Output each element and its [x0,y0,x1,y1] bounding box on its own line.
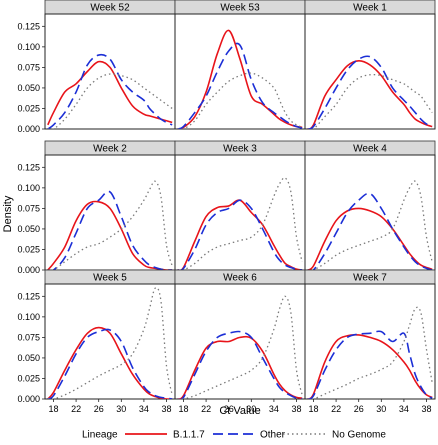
x-tick-label: 30 [116,404,126,414]
series-line-no-genome [177,177,303,270]
series-line-no-genome [177,72,303,129]
x-tick-label: 30 [376,404,386,414]
y-tick-label: 0.075 [17,332,40,342]
legend-title: Lineage [82,430,118,441]
y-tick-label: 0.025 [17,244,40,254]
x-tick-label: 34 [269,404,279,414]
series-line-b-1-1-7 [47,60,173,126]
x-tick-label: 38 [292,404,302,414]
legend-label: Other [260,430,286,441]
panel-frame [44,154,176,271]
panel-frame [44,283,176,400]
legend-label: B.1.1.7 [173,430,205,441]
y-tick-label: 0.000 [17,124,40,134]
y-tick-label: 0.000 [17,265,40,275]
x-tick-label: 18 [308,404,318,414]
series-line-other [47,328,173,399]
y-tick-label: 0.075 [17,203,40,213]
legend-label: No Genome [332,430,386,441]
series-line-no-genome [47,180,173,270]
y-tick-label: 0.125 [17,21,40,31]
series-line-b-1-1-7 [47,326,173,399]
y-tick-label: 0.125 [17,291,40,301]
panel-title: Week 2 [93,144,127,155]
panel-title: Week 1 [353,3,387,14]
panel-title: Week 52 [90,3,130,14]
panel-frame [304,13,436,130]
series-line-b-1-1-7 [177,335,303,399]
series-line-other [177,199,303,270]
series-line-no-genome [307,180,433,270]
panel-title: Week 6 [223,273,257,284]
panel-frame [304,283,436,400]
x-tick-label: 34 [139,404,149,414]
y-tick-label: 0.050 [17,83,40,93]
series-line-other [307,192,433,270]
series-line-no-genome [47,286,173,399]
panel-frame [174,154,306,271]
x-tick-label: 18 [178,404,188,414]
x-tick-label: 22 [71,404,81,414]
y-tick-label: 0.075 [17,62,40,72]
series-line-no-genome [307,306,433,399]
series-line-b-1-1-7 [307,207,433,270]
y-tick-label: 0.025 [17,103,40,113]
series-line-b-1-1-7 [307,333,433,399]
panel-title: Week 5 [93,273,127,284]
x-tick-label: 26 [94,404,104,414]
y-tick-label: 0.025 [17,373,40,383]
panel-title: Week 4 [353,144,387,155]
x-axis-title: Ct Value [219,405,260,417]
y-tick-label: 0.100 [17,42,40,52]
y-tick-label: 0.000 [17,394,40,404]
y-tick-label: 0.050 [17,353,40,363]
x-tick-label: 34 [399,404,409,414]
series-line-b-1-1-7 [47,200,173,270]
panel-title: Week 7 [353,273,387,284]
panel-frame [304,154,436,271]
y-tick-label: 0.100 [17,183,40,193]
x-tick-label: 18 [48,404,58,414]
series-line-other [177,42,303,129]
panel-frame [174,283,306,400]
x-tick-label: 38 [162,404,172,414]
y-tick-label: 0.125 [17,162,40,172]
series-line-other [307,55,433,129]
x-tick-label: 22 [331,404,341,414]
x-tick-label: 26 [224,404,234,414]
series-line-other [177,330,303,399]
series-line-no-genome [307,73,433,129]
y-tick-label: 0.100 [17,312,40,322]
x-tick-label: 30 [246,404,256,414]
series-line-b-1-1-7 [177,199,303,270]
x-tick-label: 26 [354,404,364,414]
series-line-b-1-1-7 [177,29,303,129]
x-tick-label: 38 [422,404,432,414]
x-tick-label: 22 [201,404,211,414]
series-line-other [47,53,173,129]
series-line-no-genome [47,73,173,129]
y-tick-label: 0.050 [17,224,40,234]
series-line-other [307,330,433,399]
series-line-b-1-1-7 [307,60,433,129]
series-line-no-genome [177,295,303,399]
series-line-other [47,190,173,270]
panel-title: Week 3 [223,144,257,155]
panel-title: Week 53 [220,3,260,14]
y-axis-title: Density [2,195,14,232]
